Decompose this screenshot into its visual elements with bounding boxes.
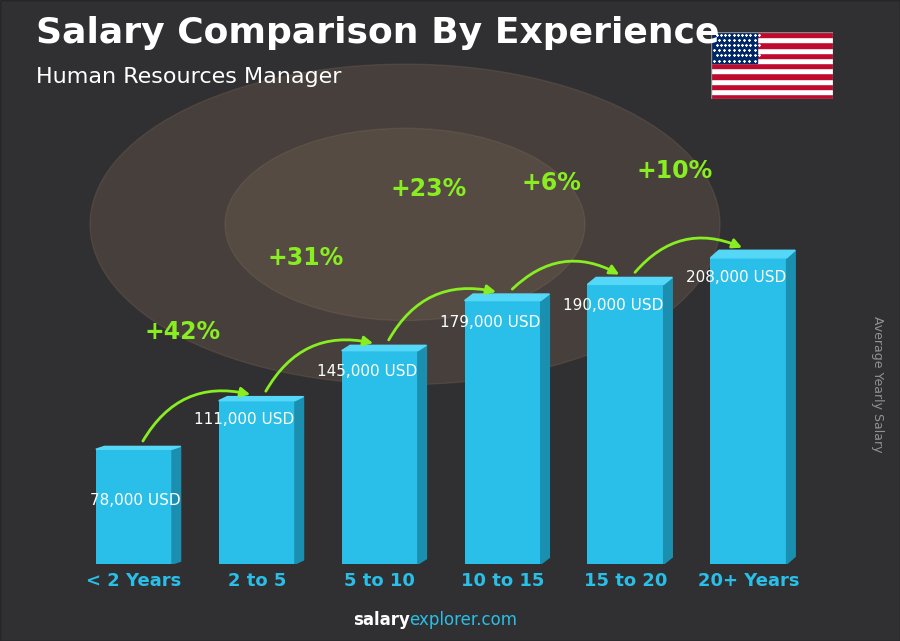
Bar (711, 47, 832, 53)
Text: +23%: +23% (391, 178, 466, 201)
FancyArrowPatch shape (389, 286, 493, 340)
Polygon shape (710, 250, 796, 258)
FancyArrowPatch shape (635, 238, 739, 272)
Ellipse shape (225, 128, 585, 320)
Bar (342, 351, 418, 564)
Text: salary: salary (353, 612, 410, 629)
Bar (711, 79, 832, 84)
Bar (710, 258, 787, 564)
Polygon shape (787, 250, 796, 564)
Text: 111,000 USD: 111,000 USD (194, 412, 294, 428)
Bar (711, 63, 832, 69)
Polygon shape (464, 294, 549, 301)
Bar (711, 42, 832, 47)
Bar (95, 449, 172, 564)
Text: +42%: +42% (145, 320, 220, 344)
Bar (711, 74, 832, 79)
Polygon shape (295, 397, 303, 564)
Bar (464, 301, 541, 564)
Bar (711, 94, 832, 99)
Bar (711, 37, 832, 42)
Text: +6%: +6% (521, 171, 581, 195)
Text: 190,000 USD: 190,000 USD (563, 297, 663, 313)
Text: 179,000 USD: 179,000 USD (440, 315, 541, 330)
FancyArrowPatch shape (512, 261, 616, 289)
Polygon shape (663, 278, 672, 564)
Bar (219, 401, 295, 564)
Bar (711, 31, 757, 63)
Polygon shape (219, 397, 303, 401)
Polygon shape (418, 345, 427, 564)
Text: Salary Comparison By Experience: Salary Comparison By Experience (36, 16, 719, 50)
Bar (711, 32, 832, 37)
FancyArrowPatch shape (143, 388, 248, 441)
Bar (711, 69, 832, 74)
Text: Average Yearly Salary: Average Yearly Salary (871, 317, 884, 453)
Polygon shape (172, 446, 181, 564)
Bar (711, 84, 832, 89)
Polygon shape (541, 294, 549, 564)
Ellipse shape (90, 64, 720, 385)
Text: explorer.com: explorer.com (410, 612, 518, 629)
Polygon shape (95, 446, 181, 449)
Bar (711, 58, 832, 63)
Bar (711, 53, 832, 58)
Text: Human Resources Manager: Human Resources Manager (36, 67, 341, 87)
Text: 208,000 USD: 208,000 USD (686, 270, 787, 285)
Text: 145,000 USD: 145,000 USD (318, 364, 418, 379)
Text: 78,000 USD: 78,000 USD (90, 494, 180, 508)
Polygon shape (588, 278, 672, 285)
Text: +10%: +10% (636, 158, 712, 183)
Text: +31%: +31% (267, 246, 344, 271)
FancyArrowPatch shape (266, 337, 370, 391)
Polygon shape (342, 345, 427, 351)
Bar (588, 285, 663, 564)
Bar (711, 89, 832, 94)
